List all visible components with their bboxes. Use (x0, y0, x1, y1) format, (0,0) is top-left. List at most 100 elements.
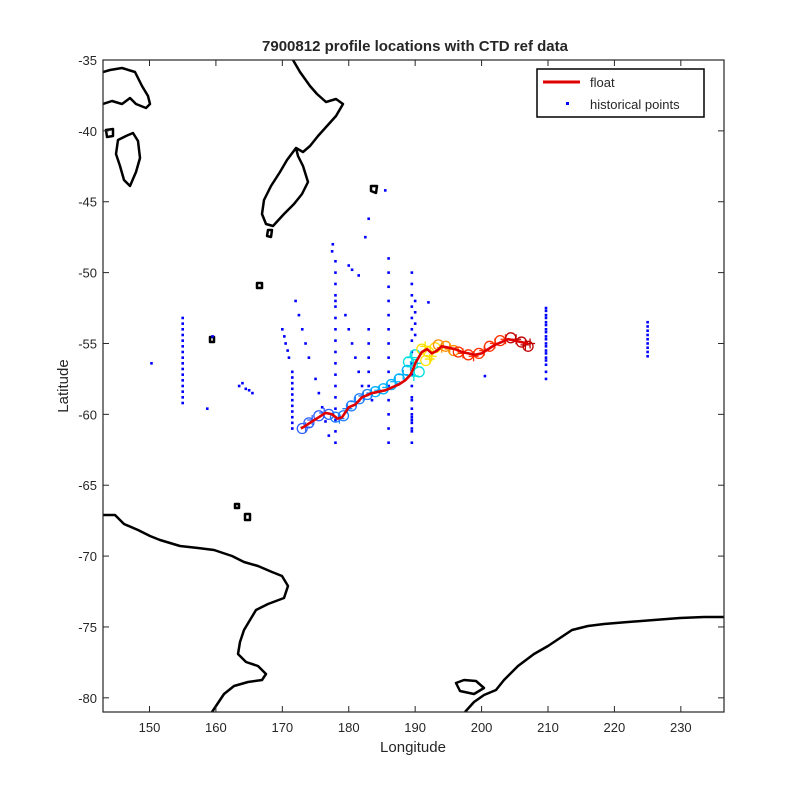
historical-point (413, 310, 417, 314)
historical-point (314, 377, 317, 381)
historical-point (483, 374, 487, 378)
historical-point (410, 293, 414, 297)
historical-point (304, 342, 307, 345)
historical-point (387, 342, 390, 345)
historical-point (544, 345, 548, 348)
historical-point (181, 345, 185, 348)
historical-point (360, 384, 364, 388)
historical-point (181, 356, 185, 359)
historical-point (413, 322, 417, 325)
historical-point (367, 356, 370, 359)
historical-point (181, 401, 185, 405)
historical-point (150, 362, 153, 365)
x-tick-label: 210 (537, 720, 559, 735)
chart-title: 7900812 profile locations with CTD ref d… (262, 38, 569, 55)
historical-point (334, 362, 337, 365)
y-tick-label: -80 (78, 691, 97, 706)
historical-point (410, 398, 414, 402)
historical-point (181, 384, 185, 388)
legend-historical-swatch (566, 102, 569, 105)
historical-point (350, 268, 354, 272)
plot-frame (102, 59, 725, 713)
historical-point (350, 342, 354, 345)
profile-marker (361, 388, 373, 401)
historical-point (410, 413, 414, 416)
historical-point (413, 299, 417, 303)
historical-point (247, 388, 251, 392)
historical-point (237, 384, 241, 388)
historical-point (244, 387, 248, 391)
historical-point (181, 362, 185, 365)
historical-point (544, 313, 548, 317)
historical-point (181, 390, 185, 393)
historical-point (646, 342, 649, 345)
historical-point (334, 350, 337, 354)
legend-historical-label: historical points (590, 97, 680, 112)
float-track-line (300, 337, 529, 430)
coastline-chatham (369, 184, 379, 195)
historical-point (646, 346, 649, 350)
historical-point (387, 370, 390, 374)
historical-point (410, 418, 414, 422)
historical-point (300, 328, 304, 331)
historical-point (544, 359, 548, 362)
historical-point (290, 393, 294, 396)
historical-point (387, 413, 390, 416)
historical-point (334, 299, 337, 303)
historical-point (290, 427, 294, 430)
historical-point (181, 328, 185, 331)
x-tick-label: 170 (271, 720, 293, 735)
historical-point (410, 339, 414, 342)
historical-point (317, 391, 321, 395)
historical-point (646, 337, 649, 341)
historical-point (646, 320, 649, 324)
profile-marker (303, 417, 315, 429)
historical-point (181, 379, 185, 382)
historical-point (544, 352, 548, 355)
historical-point (646, 350, 649, 354)
historical-point (367, 370, 370, 374)
profile-marker (402, 356, 415, 368)
historical-point (334, 259, 337, 263)
historical-point (383, 189, 387, 192)
historical-point (387, 271, 390, 274)
historical-point (544, 320, 548, 324)
historical-point (410, 427, 414, 430)
x-tick-label: 190 (404, 720, 426, 735)
x-tick-label: 230 (670, 720, 692, 735)
y-tick-label: -55 (78, 336, 97, 351)
historical-point (290, 415, 294, 419)
historical-point (544, 377, 548, 381)
historical-point (410, 396, 414, 399)
y-tick-label: -40 (78, 124, 97, 139)
historical-point (330, 250, 334, 253)
historical-point (241, 381, 244, 385)
historical-point (410, 328, 414, 331)
historical-point (181, 350, 185, 354)
historical-point (334, 418, 337, 422)
historical-point (387, 398, 390, 402)
historical-point (410, 415, 414, 419)
y-axis-label: Latitude (55, 359, 72, 412)
profile-marker (337, 410, 350, 422)
historical-point (181, 339, 185, 342)
historical-point (367, 217, 370, 221)
historical-point (410, 362, 414, 365)
historical-point (205, 407, 209, 410)
historical-point (181, 396, 185, 399)
historical-point (544, 356, 548, 359)
historical-point (334, 328, 337, 331)
historical-point (544, 349, 548, 352)
historical-point (320, 405, 324, 409)
coastline-antarctica-island (454, 678, 486, 696)
coastline-island-3 (233, 502, 241, 510)
x-tick-label: 160 (205, 720, 227, 735)
historical-point (544, 370, 548, 374)
historical-point (544, 316, 548, 320)
y-tick-label: -50 (78, 266, 97, 281)
historical-point (181, 316, 185, 320)
historical-point (334, 384, 337, 388)
historical-point (181, 322, 185, 325)
historical-point (334, 293, 337, 297)
